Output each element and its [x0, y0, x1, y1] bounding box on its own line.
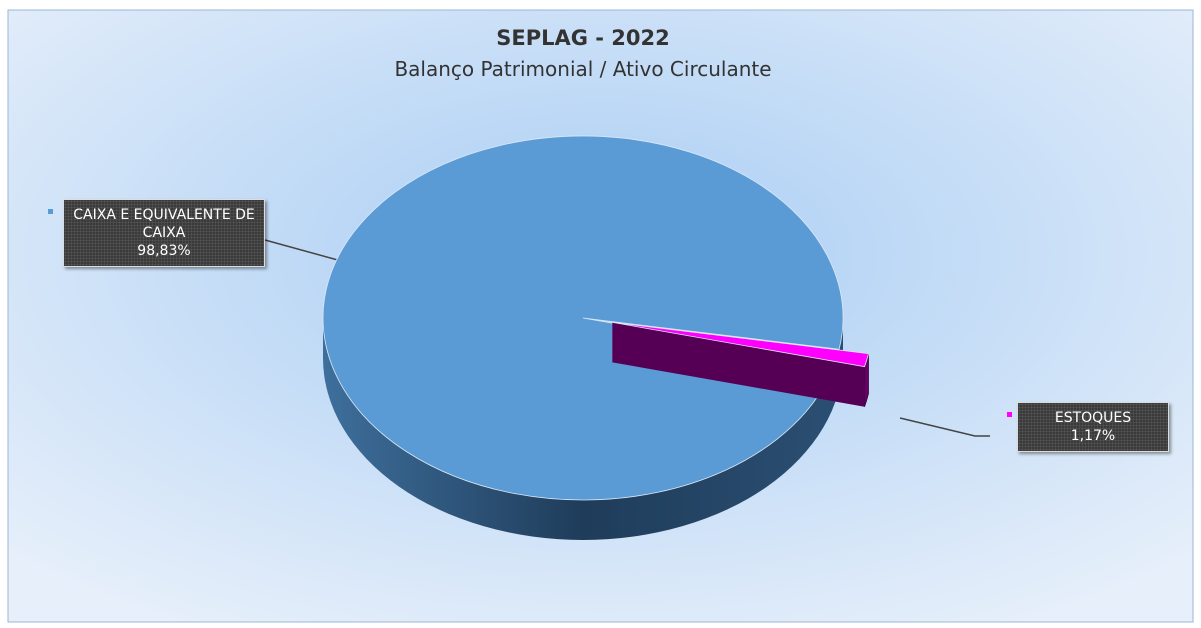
pie-slice [612, 321, 869, 368]
value-label: 1,17% [1070, 428, 1116, 444]
slice-face [612, 322, 865, 407]
legend-key [48, 209, 53, 214]
leader-line [264, 239, 346, 263]
legend-key [1007, 412, 1012, 417]
pie-side [323, 318, 843, 540]
category-label: ESTOQUES [1054, 410, 1132, 426]
data-label: CAIXA E EQUIVALENTE DE CAIXA 98,83% [63, 199, 265, 267]
category-label: CAIXA E EQUIVALENTE DE CAIXA [73, 207, 255, 241]
data-label: ESTOQUES 1,17% [1017, 402, 1169, 452]
value-label: 98,83% [137, 243, 191, 259]
chart-subtitle: Balanço Patrimonial / Ativo Circulante [394, 57, 771, 81]
chart-title: SEPLAG - 2022 [496, 26, 670, 50]
pie-slice [322, 135, 844, 501]
leader-line [899, 417, 990, 437]
